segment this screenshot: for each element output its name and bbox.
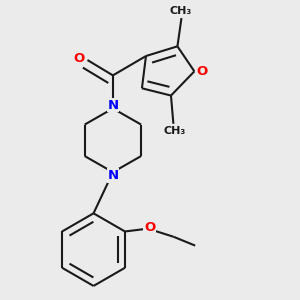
Text: O: O: [144, 220, 155, 233]
Text: O: O: [196, 65, 207, 78]
Text: CH₃: CH₃: [163, 126, 185, 136]
Text: N: N: [107, 169, 118, 182]
Text: CH₃: CH₃: [169, 6, 192, 16]
Text: N: N: [107, 99, 118, 112]
Text: O: O: [73, 52, 84, 65]
